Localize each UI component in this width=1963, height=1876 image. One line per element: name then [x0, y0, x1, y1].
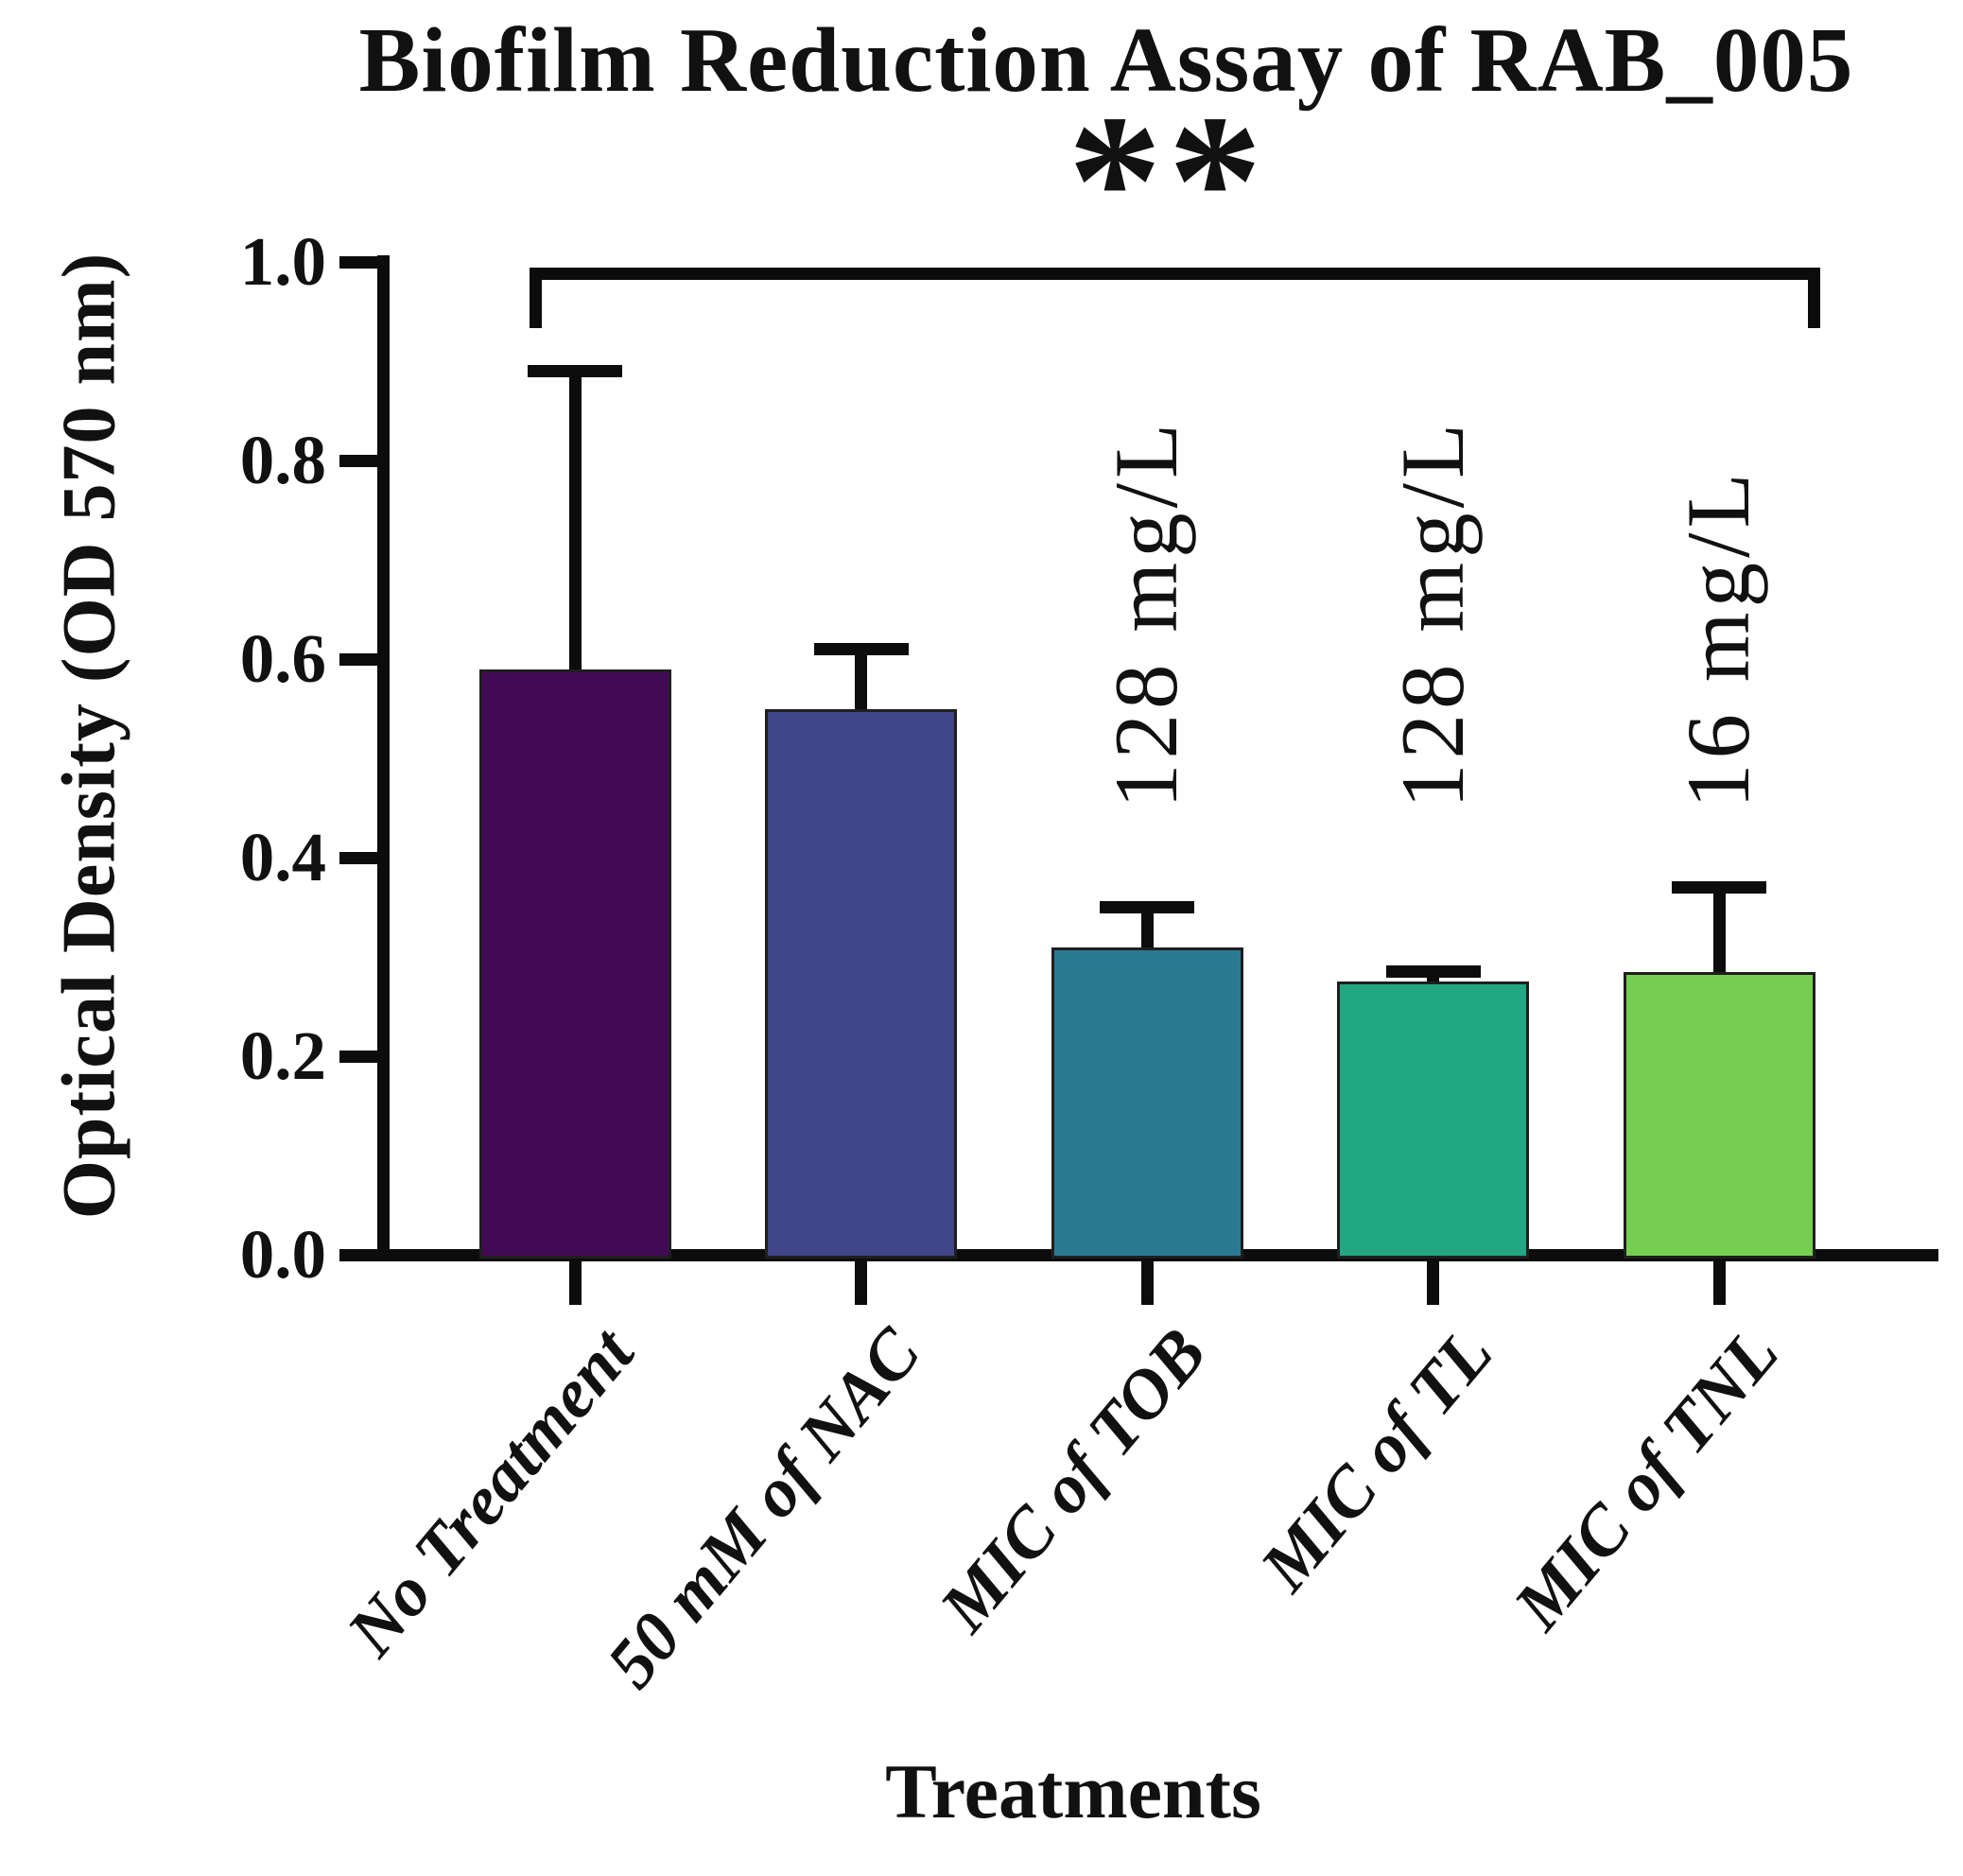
y-tick-label-0.2: 0.2	[239, 1017, 326, 1094]
y-tick-mark-0.8	[339, 454, 383, 467]
x-axis-title: Treatments	[885, 1748, 1261, 1834]
bar-50-mm-of-nac	[765, 708, 957, 1259]
y-tick-mark-0.6	[339, 652, 383, 666]
significance-bracket-horizontal	[530, 268, 1820, 280]
bar-annotation-mic-of-tnl: 16 mg/L	[1668, 468, 1768, 808]
y-tick-mark-1.0	[339, 255, 383, 269]
bar-no-treatment	[478, 669, 671, 1259]
significance-bracket-left-end	[530, 268, 542, 328]
x-category-label-no-treatment: No Treatment	[332, 1314, 650, 1671]
x-tick-mark-mic-of-tnl	[1712, 1261, 1726, 1305]
x-tick-mark-no-treatment	[568, 1261, 582, 1305]
x-category-label-50-mm-of-nac: 50 mM of NAC	[592, 1314, 936, 1703]
y-tick-label-0.4: 0.4	[239, 819, 326, 895]
x-tick-mark-50-mm-of-nac	[855, 1261, 867, 1305]
bar-mic-of-tl	[1337, 981, 1529, 1259]
error-bar-no-treatment	[568, 371, 582, 669]
x-tick-mark-mic-of-tl	[1427, 1261, 1439, 1305]
significance-bracket-right-end	[1808, 268, 1820, 328]
y-axis-line	[377, 255, 390, 1261]
error-bar-cap-mic-of-tnl	[1672, 881, 1766, 894]
error-bar-cap-mic-of-tob	[1100, 901, 1194, 913]
bar-mic-of-tnl	[1623, 971, 1815, 1259]
chart-title: Biofilm Reduction Assay of RAB_005	[358, 9, 1854, 111]
error-bar-cap-50-mm-of-nac	[813, 643, 909, 655]
x-category-label-mic-of-tl: MIC of TL	[1245, 1314, 1508, 1606]
error-bar-cap-no-treatment	[528, 365, 622, 377]
significance-asterisks: **	[1068, 77, 1268, 286]
error-bar-mic-of-tnl	[1712, 887, 1726, 972]
x-category-label-mic-of-tob: MIC of TOB	[925, 1314, 1222, 1646]
y-tick-label-0.8: 0.8	[239, 422, 326, 498]
error-bar-50-mm-of-nac	[855, 649, 867, 709]
x-category-label-mic-of-tnl: MIC of TNL	[1499, 1314, 1794, 1644]
y-tick-mark-0.2	[339, 1050, 383, 1063]
y-tick-label-0.0: 0.0	[239, 1216, 326, 1293]
error-bar-mic-of-tob	[1140, 907, 1154, 947]
y-tick-mark-0.4	[339, 851, 383, 864]
x-tick-mark-mic-of-tob	[1140, 1261, 1154, 1305]
y-tick-label-1.0: 1.0	[239, 223, 326, 300]
bar-mic-of-tob	[1051, 947, 1243, 1259]
bar-annotation-mic-of-tob: 128 mg/L	[1096, 418, 1196, 808]
error-bar-cap-mic-of-tl	[1385, 965, 1481, 979]
y-tick-label-0.6: 0.6	[239, 620, 326, 697]
y-tick-mark-0.0	[339, 1248, 383, 1261]
bar-annotation-mic-of-tl: 128 mg/L	[1381, 418, 1483, 808]
